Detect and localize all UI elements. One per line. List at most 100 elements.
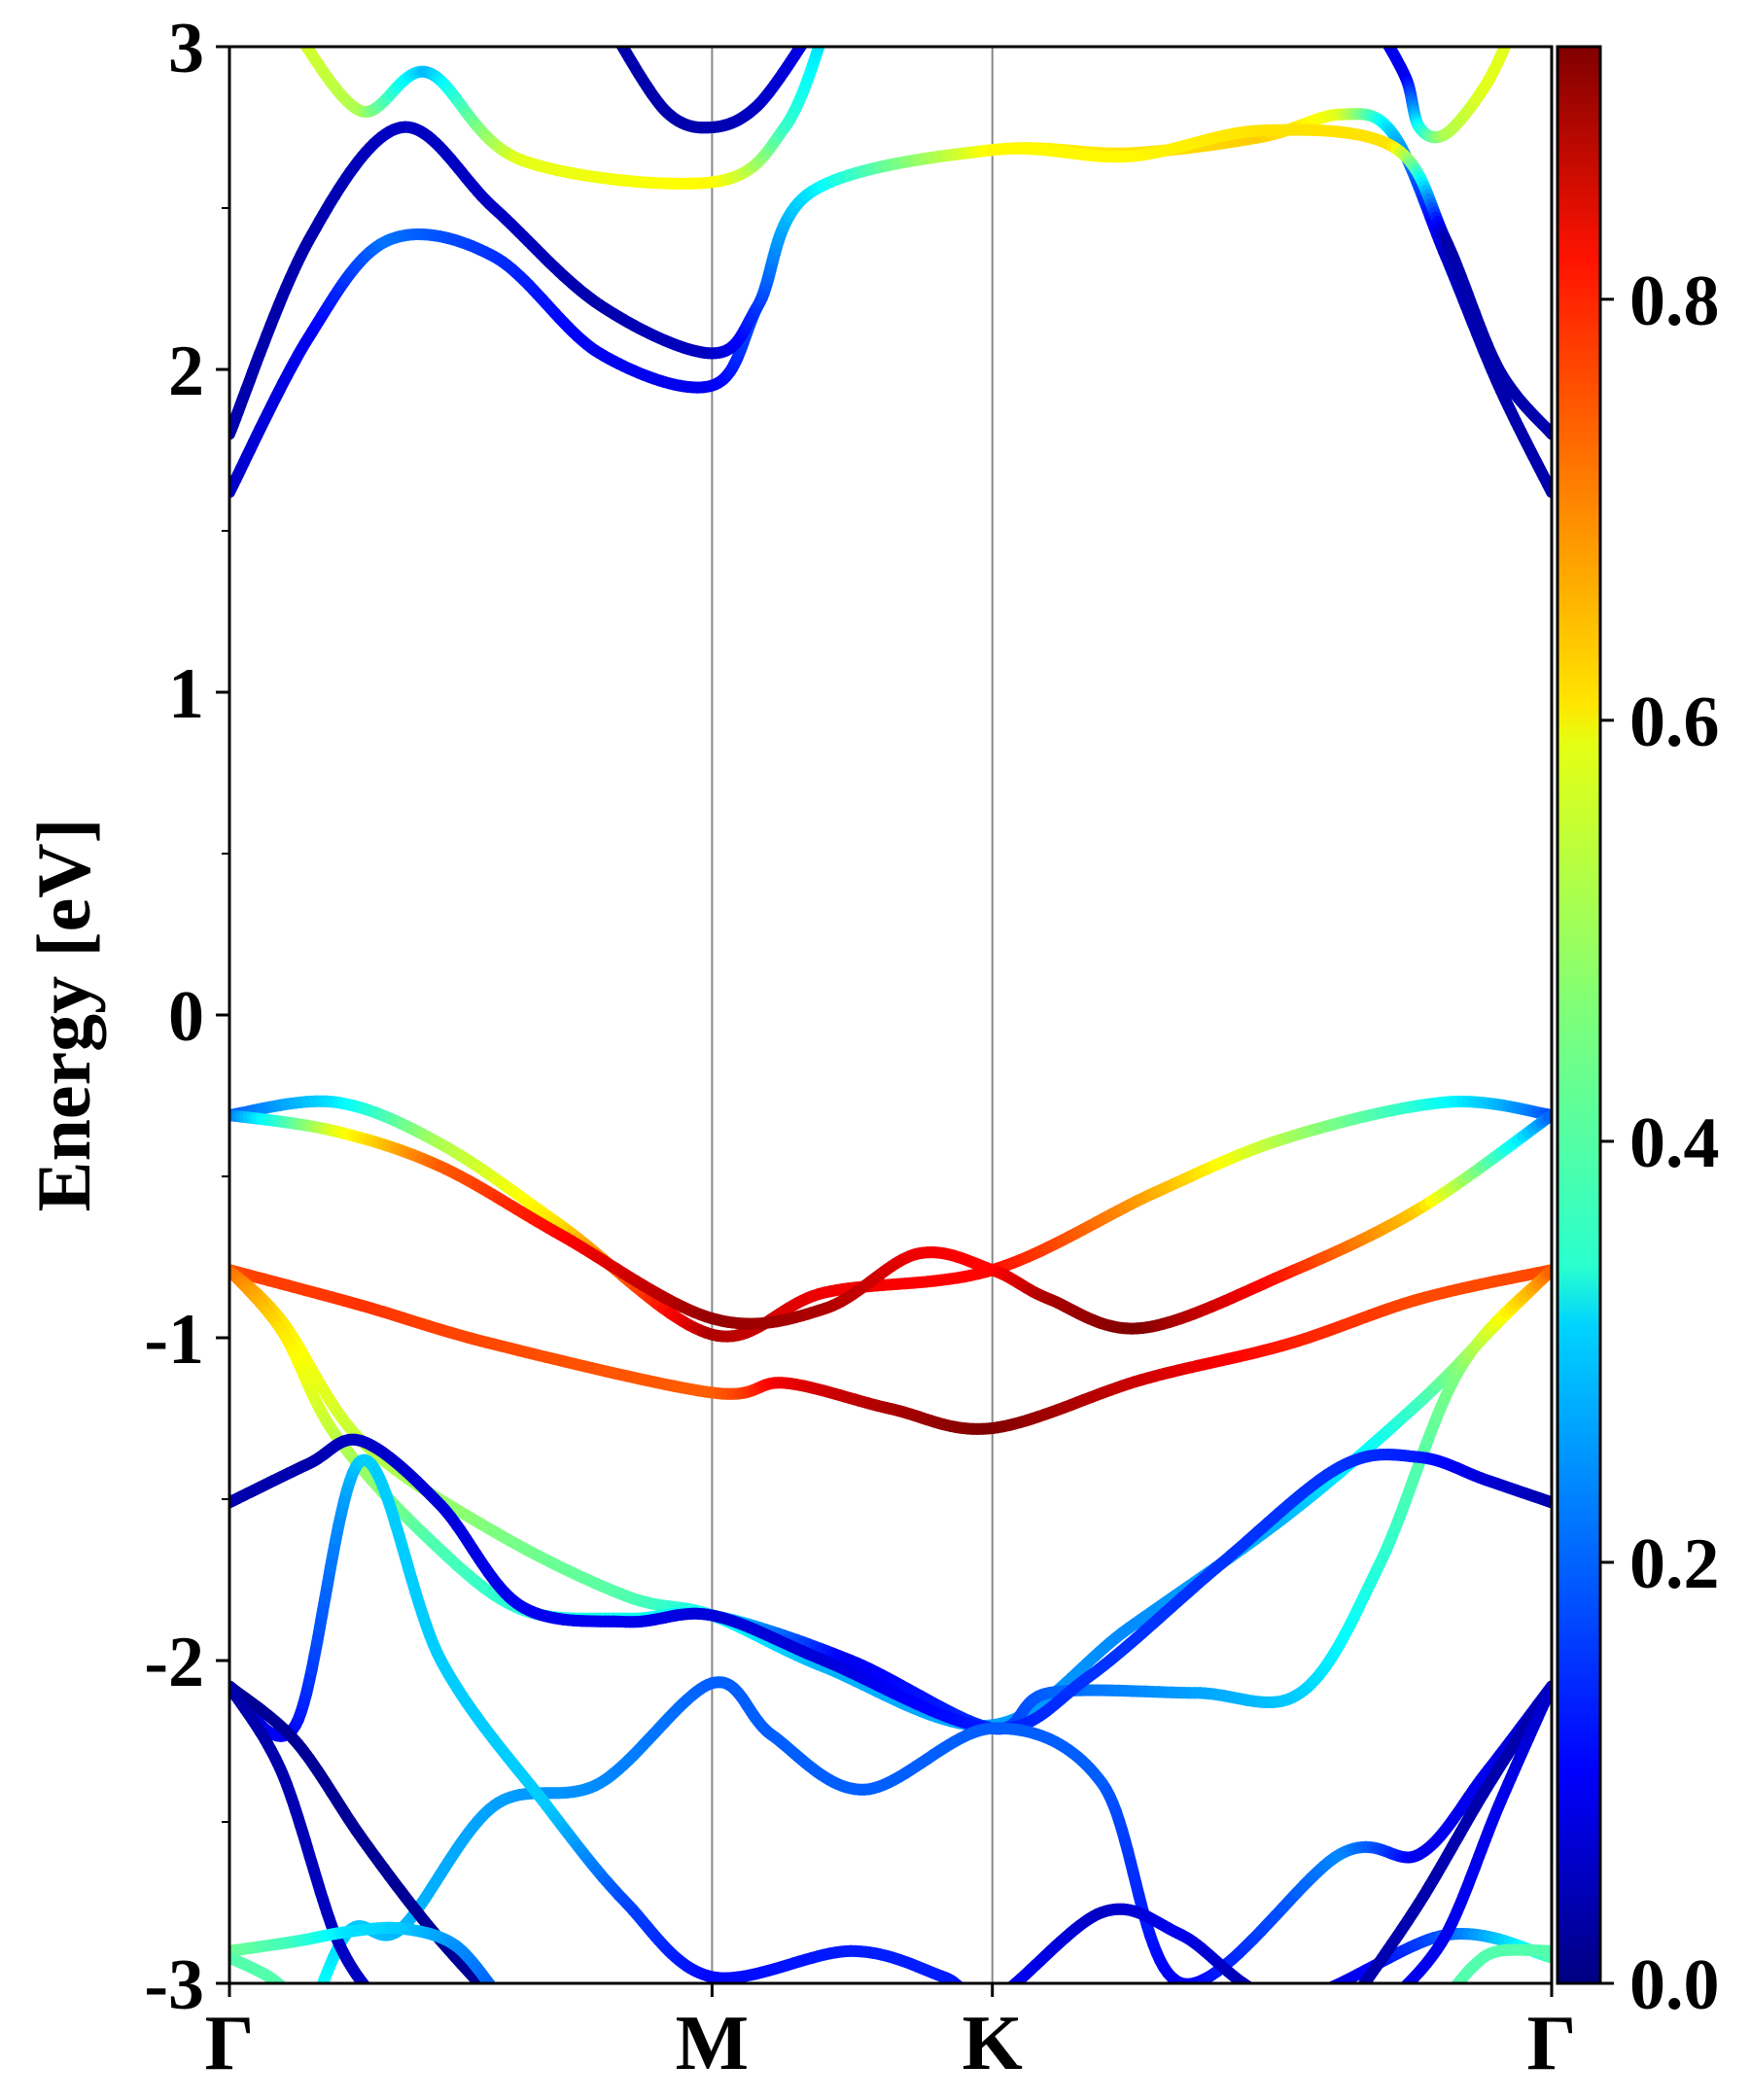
- band-segment: [818, 47, 823, 48]
- band-segment: [369, 1992, 370, 1994]
- band-segment: [294, 1998, 295, 1999]
- band-segment: [813, 47, 825, 52]
- band-segment: [305, 2020, 307, 2025]
- band-segment: [303, 2025, 305, 2030]
- band-segment: [295, 1999, 296, 2000]
- band-segment: [299, 47, 311, 51]
- band-segment: [298, 35, 300, 38]
- band-segment: [265, 2069, 268, 2072]
- y-axis-title: Energy [eV]: [21, 818, 106, 1211]
- band-segment: [316, 1994, 318, 2000]
- band-segment: [1509, 35, 1510, 37]
- x-tick-label-1: M: [676, 2001, 750, 2086]
- band-segment: [968, 1997, 970, 1998]
- band-19: [612, 30, 808, 134]
- band-segment: [1305, 1995, 1312, 1997]
- band-segment: [360, 1980, 370, 1983]
- band-segment: [275, 1979, 287, 1983]
- band-segment: [491, 1982, 496, 1983]
- band-20: [1381, 32, 1512, 144]
- band-segment: [476, 1980, 488, 1983]
- band-segment: [1277, 1999, 1282, 2000]
- band-segment: [614, 32, 616, 34]
- band-segment: [823, 30, 824, 32]
- y-tick-label: 1: [168, 654, 204, 734]
- colorbar-gradient: [1556, 45, 1602, 1985]
- band-segment: [996, 1996, 999, 1998]
- y-tick-label: -2: [144, 1623, 204, 1702]
- band-segment: [231, 2094, 233, 2095]
- band-segment: [288, 2048, 291, 2051]
- x-tick-label-0: Γ: [205, 2001, 255, 2086]
- band-segment: [1357, 1979, 1369, 1983]
- band-segment: [260, 2074, 262, 2076]
- band-segment: [280, 1982, 287, 1983]
- band-segment: [373, 1997, 374, 1999]
- y-tick-label: 2: [168, 332, 204, 411]
- x-tick-label-3: Γ: [1527, 2001, 1577, 2086]
- band-segment: [318, 1982, 323, 1983]
- band-segment: [374, 1998, 375, 1999]
- band-segment: [617, 37, 619, 40]
- band-segment: [1451, 1981, 1459, 1983]
- band-segment: [291, 1994, 292, 1995]
- band-segment: [285, 1989, 286, 1990]
- band-segment: [1510, 33, 1511, 35]
- band-segment: [1446, 1999, 1447, 2000]
- band-13: [229, 1921, 497, 1983]
- band-segment: [292, 1996, 293, 1997]
- band-segment: [615, 47, 626, 50]
- band-segment: [493, 1998, 495, 2000]
- band-segment: [1448, 1997, 1449, 1998]
- band-segment: [1449, 1995, 1450, 1996]
- band-segment: [1381, 32, 1382, 33]
- band-segment: [1511, 32, 1512, 33]
- band-segment: [298, 32, 299, 34]
- band-segment: [612, 30, 613, 32]
- band-segment: [262, 2071, 265, 2074]
- band-segment: [487, 1981, 497, 1983]
- band-segment: [275, 2060, 278, 2063]
- band-segment: [1299, 1997, 1305, 1998]
- y-tick-label: 0: [168, 977, 204, 1057]
- band-segment: [993, 1998, 997, 2000]
- band-segment: [965, 1994, 967, 1996]
- band-segment: [368, 1990, 369, 1992]
- band-segment: [1382, 36, 1383, 38]
- band-segment: [1400, 1978, 1413, 1983]
- band-segment: [1447, 1998, 1448, 1999]
- band-segment: [1293, 1998, 1299, 1999]
- band-segment: [310, 2011, 312, 2015]
- band-segment: [1353, 1997, 1355, 1999]
- band-segment: [1256, 1991, 1261, 1993]
- band-17: [229, 121, 1552, 440]
- band-15: [1446, 1943, 1552, 2000]
- band-segment: [287, 1991, 288, 1992]
- band-segment: [278, 2057, 281, 2060]
- band-3: [229, 1264, 1552, 1435]
- band-segment: [296, 30, 298, 32]
- band-segment: [370, 1994, 371, 1996]
- band-18: [296, 30, 825, 190]
- colorbar-tick-label: 0.2: [1629, 1524, 1720, 1604]
- band-segment: [314, 2000, 316, 2006]
- band-segment: [256, 2076, 259, 2078]
- band-segment: [296, 2038, 298, 2042]
- band-segment: [269, 2066, 272, 2069]
- band-segment: [290, 1994, 291, 1995]
- band-segment: [307, 2015, 309, 2020]
- band-segment: [1448, 1996, 1449, 1997]
- band-segment: [272, 2063, 275, 2066]
- band-segment: [234, 2091, 236, 2093]
- band-segment: [239, 2087, 242, 2089]
- band-segment: [300, 2030, 303, 2034]
- band-segment: [298, 2034, 301, 2038]
- colorbar-tick-label: 0.6: [1629, 682, 1720, 762]
- band-lines: [229, 30, 1552, 2095]
- band-segment: [999, 1993, 1003, 1996]
- band-segment: [286, 1990, 287, 1991]
- band-segment: [288, 1992, 289, 1993]
- band-10: [229, 1680, 375, 1999]
- band-segment: [1450, 1993, 1451, 1994]
